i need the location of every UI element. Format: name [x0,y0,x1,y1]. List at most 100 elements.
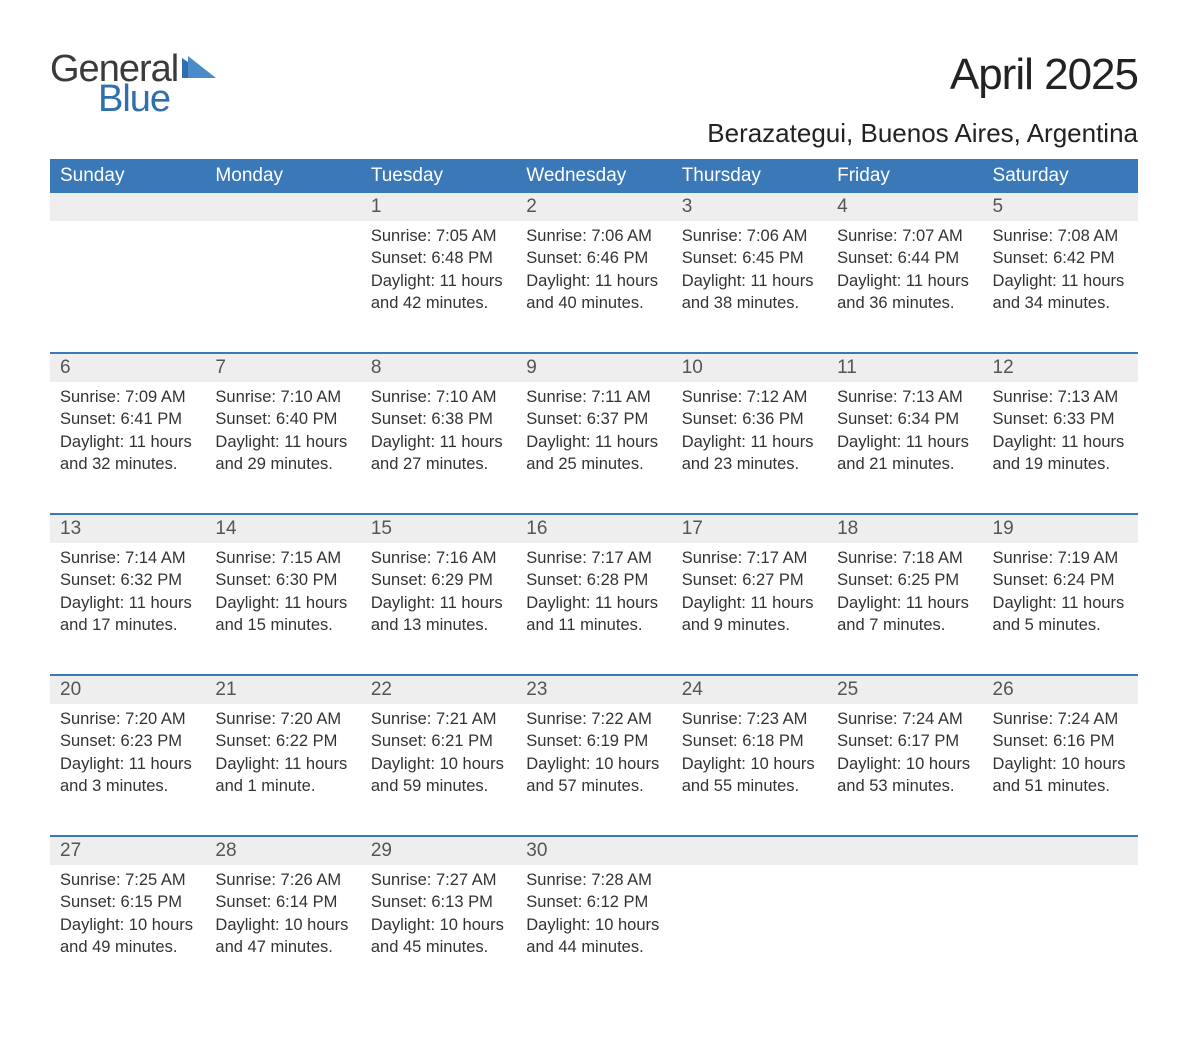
day-content: Sunrise: 7:20 AMSunset: 6:22 PMDaylight:… [205,704,360,807]
daylight-line: Daylight: 11 hours and 29 minutes. [215,433,347,473]
day-cell: Sunrise: 7:15 AMSunset: 6:30 PMDaylight:… [205,543,360,675]
sunrise-line: Sunrise: 7:11 AM [526,388,650,406]
sunset-line: Sunset: 6:18 PM [682,732,804,750]
day-content: Sunrise: 7:06 AMSunset: 6:46 PMDaylight:… [516,221,671,324]
day-cell: Sunrise: 7:09 AMSunset: 6:41 PMDaylight:… [50,382,205,514]
sunset-line: Sunset: 6:21 PM [371,732,493,750]
day-number-cell: 25 [827,675,982,704]
logo: General Blue [50,50,216,118]
daylight-line: Daylight: 11 hours and 25 minutes. [526,433,658,473]
daylight-line: Daylight: 11 hours and 36 minutes. [837,272,969,312]
logo-text-blue: Blue [98,80,216,118]
day-number-cell: 13 [50,514,205,543]
day-content: Sunrise: 7:20 AMSunset: 6:23 PMDaylight:… [50,704,205,807]
daylight-line: Daylight: 10 hours and 45 minutes. [371,916,504,956]
day-number: 13 [50,515,205,543]
sunrise-line: Sunrise: 7:13 AM [837,388,963,406]
sunset-line: Sunset: 6:28 PM [526,571,648,589]
day-cell: Sunrise: 7:27 AMSunset: 6:13 PMDaylight:… [361,865,516,997]
day-number-cell: 21 [205,675,360,704]
day-number-cell [672,836,827,865]
day-number-cell: 5 [983,193,1138,221]
daylight-line: Daylight: 11 hours and 21 minutes. [837,433,969,473]
weekday-header: Wednesday [516,159,671,193]
weekday-header: Thursday [672,159,827,193]
day-number-cell [983,836,1138,865]
day-number: 19 [983,515,1138,543]
day-cell [827,865,982,997]
week-content-row: Sunrise: 7:25 AM Sunset: 6:15 PM Daylight:… [50,865,1138,997]
weekday-header: Saturday [983,159,1138,193]
sunrise-line: Sunrise: 7:25 AM [60,871,186,889]
day-content: Sunrise: 7:28 AMSunset: 6:12 PMDaylight:… [516,865,671,968]
sunrise-line: Sunrise: 7:21 AM [371,710,497,728]
sunrise-line: Sunrise: 7:16 AM [371,549,497,567]
day-number-cell: 4 [827,193,982,221]
day-number-cell: 15 [361,514,516,543]
day-content: Sunrise: 7:15 AMSunset: 6:30 PMDaylight:… [205,543,360,646]
daylight-line: Daylight: 11 hours and 42 minutes. [371,272,503,312]
weekday-header: Sunday [50,159,205,193]
sunrise-line: Sunrise: 7:10 AM [215,388,341,406]
sunset-line: Sunset: 6:45 PM [682,249,804,267]
sunrise-line: Sunrise: 7:07 AM [837,227,963,245]
sunset-line: Sunset: 6:32 PM [60,571,182,589]
day-cell: Sunrise: 7:22 AMSunset: 6:19 PMDaylight:… [516,704,671,836]
daylight-line: Daylight: 11 hours and 9 minutes. [682,594,814,634]
day-cell: Sunrise: 7:20 AMSunset: 6:22 PMDaylight:… [205,704,360,836]
day-content: Sunrise: 7:17 AMSunset: 6:28 PMDaylight:… [516,543,671,646]
day-cell: Sunrise: 7:17 AMSunset: 6:28 PMDaylight:… [516,543,671,675]
day-content: Sunrise: 7:06 AM Sunset: 6:45 PM Daylight:… [672,221,827,324]
day-cell: Sunrise: 7:13 AMSunset: 6:33 PMDaylight:… [983,382,1138,514]
sunrise-line: Sunrise: 7:15 AM [215,549,341,567]
sunrise-line: Sunrise: 7:10 AM [371,388,497,406]
day-number: 5 [983,193,1138,221]
day-number: 6 [50,354,205,382]
day-content: Sunrise: 7:09 AMSunset: 6:41 PMDaylight:… [50,382,205,485]
daylight-line: Daylight: 11 hours and 3 minutes. [60,755,192,795]
sunset-line: Sunset: 6:14 PM [215,893,337,911]
day-cell: Sunrise: 7:23 AMSunset: 6:18 PMDaylight:… [672,704,827,836]
sunrise-line: Sunrise: 7:06 AM [526,227,652,245]
day-cell: Sunrise: 7:21 AMSunset: 6:21 PMDaylight:… [361,704,516,836]
sunset-line: Sunset: 6:23 PM [60,732,182,750]
day-number-cell: 19 [983,514,1138,543]
day-number-cell: 11 [827,353,982,382]
day-number: 21 [205,676,360,704]
day-cell: Sunrise: 7:13 AM Sunset: 6:34 PM Daylight:… [827,382,982,514]
day-cell: Sunrise: 7:05 AMSunset: 6:48 PMDaylight:… [361,221,516,353]
daylight-line: Daylight: 11 hours and 38 minutes. [682,272,814,312]
sunset-line: Sunset: 6:24 PM [993,571,1115,589]
location-subtitle: Berazategui, Buenos Aires, Argentina [707,118,1138,149]
calendar-page: General Blue April 2025 Berazategui, Bue… [0,0,1188,1037]
sunset-line: Sunset: 6:16 PM [993,732,1115,750]
day-number: 15 [361,515,516,543]
sunset-line: Sunset: 6:46 PM [526,249,648,267]
sunset-line: Sunset: 6:29 PM [371,571,493,589]
daylight-line: Daylight: 11 hours and 15 minutes. [215,594,347,634]
sunrise-line: Sunrise: 7:06 AM [682,227,808,245]
day-content: Sunrise: 7:24 AMSunset: 6:16 PMDaylight:… [983,704,1138,807]
day-content: Sunrise: 7:19 AMSunset: 6:24 PMDaylight:… [983,543,1138,646]
sunrise-line: Sunrise: 7:23 AM [682,710,808,728]
day-cell: Sunrise: 7:28 AMSunset: 6:12 PMDaylight:… [516,865,671,997]
sunset-line: Sunset: 6:15 PM [60,893,182,911]
day-number [50,193,205,199]
day-number-cell: 22 [361,675,516,704]
sunrise-line: Sunrise: 7:13 AM [993,388,1119,406]
day-number: 1 [361,193,516,221]
week-daynum-row: 12345 [50,193,1138,221]
sunset-line: Sunset: 6:34 PM [837,410,959,428]
title-block: April 2025 Berazategui, Buenos Aires, Ar… [707,50,1138,149]
week-daynum-row: 20212223242526 [50,675,1138,704]
sunrise-line: Sunrise: 7:28 AM [526,871,652,889]
sunset-line: Sunset: 6:42 PM [993,249,1115,267]
sunset-line: Sunset: 6:40 PM [215,410,337,428]
day-number: 9 [516,354,671,382]
daylight-line: Daylight: 10 hours and 57 minutes. [526,755,659,795]
daylight-line: Daylight: 11 hours and 23 minutes. [682,433,814,473]
sunrise-line: Sunrise: 7:05 AM [371,227,497,245]
day-cell: Sunrise: 7:08 AMSunset: 6:42 PMDaylight:… [983,221,1138,353]
day-number-cell [827,836,982,865]
daylight-line: Daylight: 11 hours and 27 minutes. [371,433,503,473]
